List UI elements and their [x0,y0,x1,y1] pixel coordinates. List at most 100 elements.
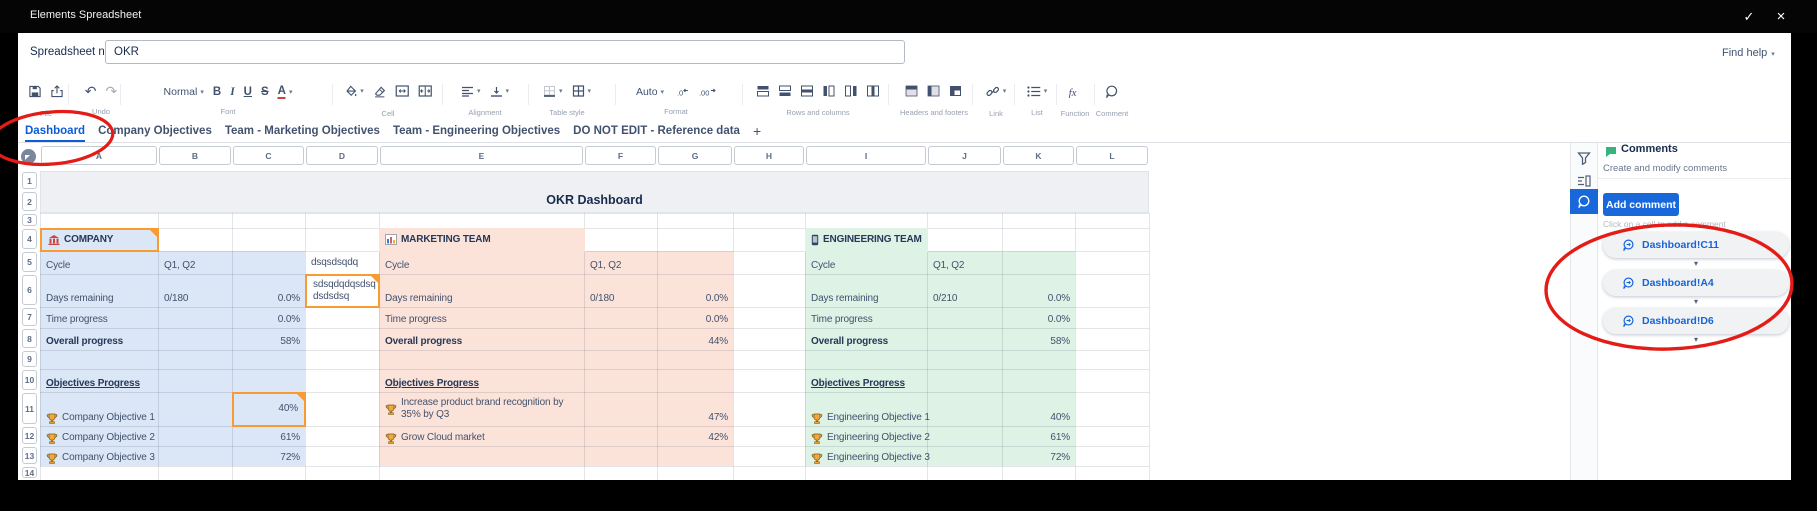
cell-K12[interactable]: 61% [1050,432,1070,443]
delete-col-icon[interactable] [867,85,880,97]
cell-A4[interactable]: COMPANY [40,228,159,252]
cell-I6[interactable]: Days remaining [811,293,879,304]
row-header-3[interactable]: 3 [22,214,37,226]
cell-D5[interactable]: dsqsdsqdq [311,256,359,268]
underline-icon[interactable]: U [243,86,252,98]
dashboard-title-cell[interactable]: OKR Dashboard [40,171,1149,213]
row-header-6[interactable]: 6 [22,275,37,305]
cell-F5[interactable]: Q1, Q2 [590,260,622,271]
align-left-icon[interactable]: ▾ [461,86,481,97]
cell-E12[interactable]: Grow Cloud market [379,426,585,447]
cell-G7[interactable]: 0.0% [705,314,728,325]
cell-I10[interactable]: Objectives Progress [811,378,905,389]
row-header-9[interactable]: 9 [22,351,37,367]
cell-E5[interactable]: Cycle [385,260,410,271]
cell-I7[interactable]: Time progress [811,314,873,325]
cell-A6[interactable]: Days remaining [46,293,114,304]
cell-J6[interactable]: 0/210 [933,293,958,304]
comments-tool-button[interactable] [1570,189,1598,214]
cell-E4[interactable]: MARKETING TEAM [379,228,585,252]
column-header-D[interactable]: D [306,146,378,165]
bold-icon[interactable]: B [212,86,222,98]
redo-icon[interactable]: ↷ [105,83,118,99]
confirm-button[interactable]: ✓ [1737,5,1761,28]
valign-bottom-icon[interactable]: ▾ [490,86,509,97]
cell-K11[interactable]: 40% [1050,412,1070,423]
row-header-12[interactable]: 12 [22,427,37,444]
cell-A7[interactable]: Time progress [46,314,108,325]
auto-dropdown[interactable]: Auto ▾ [635,86,665,98]
unmerge-icon[interactable] [418,85,432,97]
cell-E7[interactable]: Time progress [385,314,447,325]
export-icon[interactable] [51,84,64,98]
column-header-C[interactable]: C [233,146,304,165]
border-all-icon[interactable]: ▾ [572,85,591,97]
cell-K6[interactable]: 0.0% [1047,293,1070,304]
cell-C6[interactable]: 0.0% [277,293,300,304]
select-all-button[interactable] [21,149,36,164]
cell-G6[interactable]: 0.0% [705,293,728,304]
chip-expand-button[interactable]: ▾ [1693,259,1698,268]
insert-row-below-icon[interactable] [779,85,792,97]
row-header-8[interactable]: 8 [22,329,37,348]
save-icon[interactable] [29,85,42,98]
cell-G8[interactable]: 44% [708,336,728,347]
column-header-B[interactable]: B [159,146,231,165]
cell-I13[interactable]: Engineering Objective 3 [805,446,930,467]
cell-I8[interactable]: Overall progress [811,336,889,347]
cell-K13[interactable]: 72% [1050,452,1070,463]
cell-A11[interactable]: Company Objective 1 [40,392,159,427]
comment-icon[interactable] [1105,85,1119,98]
link-icon[interactable]: ▾ [986,85,1006,98]
comment-chip-dashboard-c11[interactable]: Dashboard!C11 [1603,232,1789,258]
row-header-2[interactable]: 2 [22,192,37,211]
row-header-4[interactable]: 4 [22,229,37,249]
cell-B6[interactable]: 0/180 [164,293,189,304]
cell-A8[interactable]: Overall progress [46,336,124,347]
textcolor-icon[interactable]: A ▾ [277,84,293,99]
row-header-11[interactable]: 11 [22,393,37,424]
eraser-icon[interactable] [373,85,386,98]
header-col-icon[interactable] [928,85,941,97]
cell-K7[interactable]: 0.0% [1047,314,1070,325]
header-row-icon[interactable] [906,85,919,97]
header-both-icon[interactable] [950,85,963,97]
cell-A10[interactable]: Objectives Progress [46,378,140,389]
cell-I5[interactable]: Cycle [811,260,836,271]
find-help-menu[interactable]: Find help ▾ [1722,47,1775,59]
row-header-1[interactable]: 1 [22,172,37,189]
column-header-K[interactable]: K [1003,146,1074,165]
cell-A5[interactable]: Cycle [46,260,71,271]
fill-icon[interactable]: ▾ [344,85,364,98]
tab-do-not-edit-reference-data[interactable]: DO NOT EDIT - Reference data [573,125,740,137]
cell-E8[interactable]: Overall progress [385,336,463,347]
cell-G11[interactable]: 47% [708,412,728,423]
cell-I11[interactable]: Engineering Objective 1 [805,392,930,427]
add-sheet-button[interactable]: + [752,123,762,139]
cell-E11[interactable]: Increase product brand recognition by 35… [379,392,585,427]
decimal-decrease-icon[interactable]: .0 [673,87,689,98]
cell-K8[interactable]: 58% [1050,336,1070,347]
cell-E10[interactable]: Objectives Progress [385,378,479,389]
strike-icon[interactable]: S [260,86,269,98]
row-header-10[interactable]: 10 [22,370,37,390]
decimal-increase-icon[interactable]: .00 [698,87,716,98]
spreadsheet-name-input[interactable] [105,40,905,64]
tab-team-marketing-objectives[interactable]: Team - Marketing Objectives [224,125,380,137]
insert-row-above-icon[interactable] [757,85,770,97]
cell-C12[interactable]: 61% [280,432,300,443]
fx-icon[interactable]: fx [1068,85,1083,98]
cell-C11[interactable]: 40% [232,392,306,427]
row-header-5[interactable]: 5 [22,252,37,272]
cell-B5[interactable]: Q1, Q2 [164,260,196,271]
cell-A12[interactable]: Company Objective 2 [40,426,159,447]
undo-icon[interactable]: ↶ [84,83,97,99]
tab-company-objectives[interactable]: Company Objectives [98,125,212,137]
cell-F6[interactable]: 0/180 [590,293,615,304]
cell-C13[interactable]: 72% [280,452,300,463]
list-icon[interactable]: ▾ [1027,85,1047,97]
column-header-G[interactable]: G [658,146,732,165]
column-header-F[interactable]: F [585,146,656,165]
cell-E6[interactable]: Days remaining [385,293,453,304]
border-bottom-icon[interactable]: ▾ [543,85,563,97]
